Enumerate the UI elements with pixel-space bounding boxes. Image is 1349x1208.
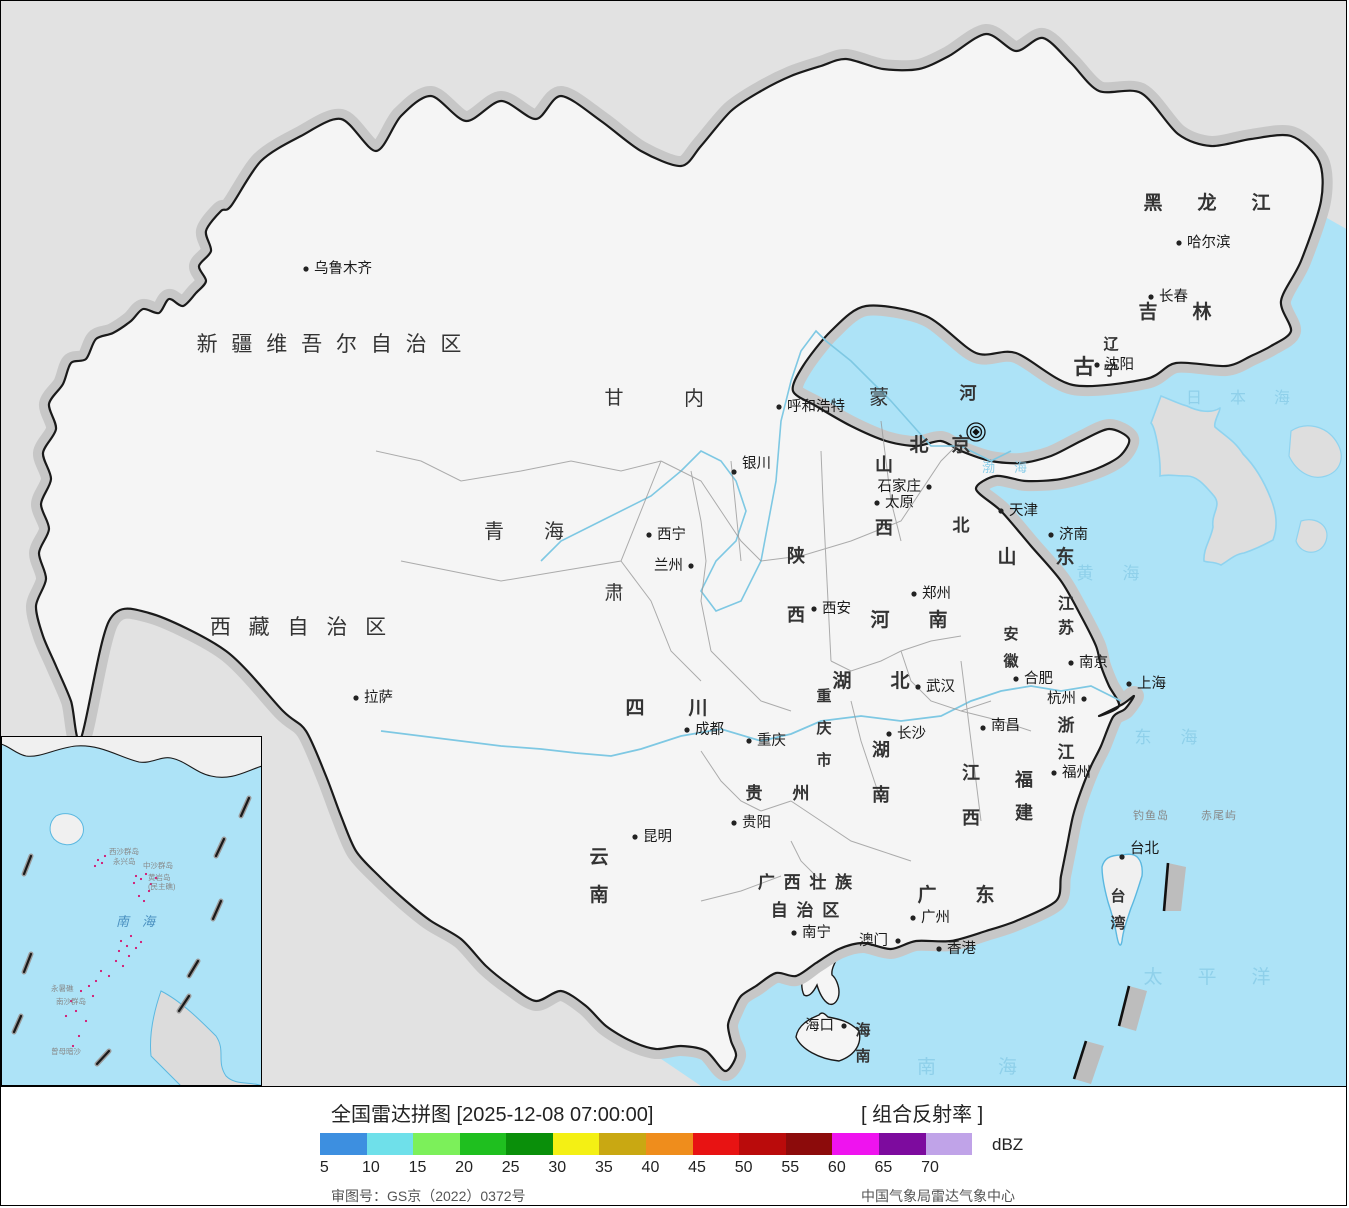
svg-text:青 海: 青 海: [484, 520, 574, 543]
svg-text:沈阳: 沈阳: [1105, 356, 1134, 373]
svg-text:四: 四: [625, 698, 644, 719]
svg-text:南 海: 南 海: [116, 914, 157, 929]
svg-text:银川: 银川: [742, 455, 771, 472]
svg-text:陕: 陕: [787, 545, 805, 566]
svg-text:北 京: 北 京: [909, 433, 972, 456]
svg-text:武汉: 武汉: [926, 678, 955, 695]
svg-text:湾: 湾: [1110, 914, 1125, 932]
svg-text:广州: 广州: [921, 909, 950, 926]
svg-text:贵: 贵: [746, 783, 763, 803]
svg-text:重庆: 重庆: [757, 732, 786, 749]
svg-text:海口: 海口: [805, 1017, 834, 1034]
svg-text:太原: 太原: [885, 494, 914, 511]
svg-text:钓鱼岛: 钓鱼岛: [1133, 808, 1169, 822]
svg-text:安: 安: [1003, 625, 1018, 643]
svg-text:合肥: 合肥: [1024, 670, 1053, 687]
svg-text:山 东: 山 东: [997, 545, 1084, 568]
svg-text:南: 南: [872, 784, 890, 805]
svg-text:徽: 徽: [1002, 652, 1019, 670]
svg-text:市: 市: [816, 751, 831, 769]
svg-text:黄岩岛: 黄岩岛: [148, 872, 171, 882]
svg-text:广 西 壮 族: 广 西 壮 族: [758, 872, 854, 892]
svg-text:石家庄: 石家庄: [878, 477, 922, 495]
svg-text:南: 南: [589, 884, 608, 906]
svg-text:西: 西: [875, 518, 893, 538]
svg-text:北: 北: [953, 516, 970, 535]
svg-text:建: 建: [1015, 802, 1033, 823]
svg-text:西安: 西安: [822, 600, 851, 617]
svg-text:山: 山: [875, 455, 893, 475]
svg-text:河 南: 河 南: [870, 609, 957, 631]
svg-text:南宁: 南宁: [802, 924, 831, 941]
svg-text:天津: 天津: [1009, 502, 1038, 519]
svg-text:昆明: 昆明: [643, 829, 672, 845]
svg-text:西 藏 自 治 区: 西 藏 自 治 区: [210, 616, 392, 639]
svg-text:贵阳: 贵阳: [742, 814, 771, 831]
svg-text:长沙: 长沙: [897, 725, 926, 742]
svg-text:庆: 庆: [816, 719, 831, 737]
svg-text:台: 台: [1110, 887, 1125, 905]
svg-text:济南: 济南: [1059, 526, 1088, 543]
svg-text:肃: 肃: [604, 582, 623, 604]
svg-text:杭州: 杭州: [1047, 690, 1076, 707]
svg-text:台北: 台北: [1130, 840, 1159, 857]
svg-text:日 本 海: 日 本 海: [1186, 389, 1296, 407]
svg-text:呼和浩特: 呼和浩特: [787, 398, 845, 415]
svg-text:南京: 南京: [1079, 654, 1108, 671]
svg-text:中沙群岛: 中沙群岛: [143, 860, 173, 870]
svg-text:黑 龙 江: 黑 龙 江: [1143, 191, 1278, 214]
svg-text:河: 河: [960, 384, 977, 403]
svg-text:重: 重: [816, 687, 831, 705]
svg-text:黄 海: 黄 海: [1077, 564, 1146, 583]
svg-text:湖: 湖: [872, 740, 890, 760]
svg-text:永暑礁: 永暑礁: [51, 983, 74, 993]
svg-text:川: 川: [687, 698, 707, 719]
svg-text:新 疆 维 吾 尔 自 治 区: 新 疆 维 吾 尔 自 治 区: [197, 333, 466, 356]
svg-text:成都: 成都: [695, 721, 724, 738]
svg-text:东 海: 东 海: [1135, 728, 1204, 747]
svg-text:拉萨: 拉萨: [364, 689, 393, 706]
svg-text:(民主礁): (民主礁): [148, 881, 176, 891]
svg-text:湖 北: 湖 北: [832, 670, 919, 692]
svg-text:南沙群岛: 南沙群岛: [56, 996, 86, 1006]
svg-text:南 海: 南 海: [917, 1056, 1025, 1078]
svg-text:云: 云: [589, 847, 608, 868]
svg-text:苏: 苏: [1058, 618, 1074, 637]
svg-text:自 治 区: 自 治 区: [771, 900, 841, 920]
svg-text:澳门: 澳门: [859, 932, 888, 949]
svg-text:郑州: 郑州: [922, 585, 951, 602]
svg-text:上海: 上海: [1137, 675, 1166, 692]
svg-text:广 东: 广 东: [917, 883, 1004, 906]
svg-text:乌鲁木齐: 乌鲁木齐: [314, 260, 372, 277]
svg-text:西沙群岛: 西沙群岛: [109, 846, 139, 856]
svg-text:浙: 浙: [1058, 715, 1075, 735]
svg-text:江: 江: [1058, 743, 1075, 762]
svg-text:西: 西: [962, 808, 980, 828]
svg-text:南: 南: [855, 1047, 870, 1065]
svg-text:兰州: 兰州: [654, 557, 683, 574]
svg-text:江: 江: [1058, 595, 1074, 613]
svg-text:江: 江: [962, 763, 980, 783]
svg-text:西宁: 西宁: [657, 526, 686, 543]
svg-text:哈尔滨: 哈尔滨: [1187, 234, 1231, 251]
svg-text:香港: 香港: [947, 940, 976, 957]
svg-text:永兴岛: 永兴岛: [113, 856, 136, 866]
svg-text:州: 州: [792, 784, 810, 803]
svg-text:南昌: 南昌: [991, 717, 1020, 734]
svg-text:辽: 辽: [1103, 336, 1118, 353]
svg-text:长春: 长春: [1159, 288, 1188, 305]
svg-text:甘: 甘: [604, 387, 623, 409]
svg-text:古: 古: [1074, 356, 1095, 379]
svg-text:内: 内: [684, 387, 704, 410]
svg-text:西: 西: [787, 605, 805, 625]
svg-text:海: 海: [855, 1021, 870, 1039]
svg-text:福州: 福州: [1062, 764, 1091, 781]
svg-text:赤尾屿: 赤尾屿: [1201, 809, 1237, 822]
svg-text:渤 海: 渤 海: [982, 460, 1030, 475]
svg-text:福: 福: [1014, 769, 1033, 790]
svg-text:蒙: 蒙: [869, 386, 889, 409]
svg-text:曾母暗沙: 曾母暗沙: [51, 1046, 81, 1056]
svg-text:太 平 洋: 太 平 洋: [1143, 966, 1278, 988]
